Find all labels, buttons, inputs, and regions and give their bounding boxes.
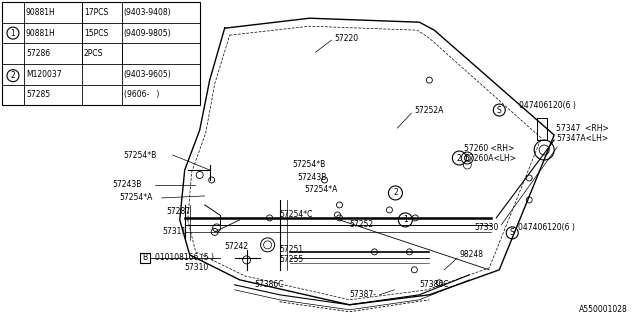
Text: 57310: 57310 [185,263,209,272]
Text: 90881H: 90881H [26,28,56,37]
Text: 57220: 57220 [335,34,358,43]
Text: 57254*C: 57254*C [280,211,313,220]
Text: 57260 <RH>: 57260 <RH> [464,143,515,153]
Text: 2PCS: 2PCS [84,49,103,58]
Text: 57386C: 57386C [255,280,284,289]
Text: 57386C: 57386C [419,280,449,289]
Text: 15PCS: 15PCS [84,28,108,37]
Text: (9403-9408): (9403-9408) [124,8,172,17]
Text: 90881H: 90881H [26,8,56,17]
Text: S: S [497,106,502,115]
Text: 57242: 57242 [225,242,249,252]
Text: 57285: 57285 [26,90,50,99]
Text: 2: 2 [11,71,15,80]
Text: 57252A: 57252A [414,106,444,115]
Text: (9403-9605): (9403-9605) [124,70,172,79]
Text: 57254*A: 57254*A [305,186,338,195]
Text: 98248: 98248 [460,250,483,259]
Text: 57254*B: 57254*B [124,150,157,159]
Text: 047406120(6 ): 047406120(6 ) [518,223,575,232]
Text: 2: 2 [393,188,398,197]
Text: 57255: 57255 [280,255,304,264]
Text: 2: 2 [457,154,461,163]
Text: 57254*A: 57254*A [120,194,153,203]
Text: (9606-   ): (9606- ) [124,90,159,99]
Text: (9409-9805): (9409-9805) [124,28,172,37]
Text: 57243B: 57243B [298,173,327,182]
Text: M120037: M120037 [26,70,61,79]
Text: 1: 1 [403,215,408,224]
Text: B: B [142,253,147,262]
Text: 57311: 57311 [163,228,187,236]
Text: 57243B: 57243B [113,180,142,189]
Text: 57286: 57286 [26,49,50,58]
Text: S: S [510,228,515,237]
Text: 047406120(6 ): 047406120(6 ) [519,100,576,109]
Bar [2,2,200,105]
Text: 57330: 57330 [474,223,499,232]
Text: 57387-: 57387- [349,290,376,299]
Bar [140,253,150,263]
Text: 57252: 57252 [349,220,374,229]
Text: 57251: 57251 [280,245,304,254]
Text: 1: 1 [11,28,15,37]
Text: 57347  <RH>: 57347 <RH> [556,124,609,132]
Text: 57254*B: 57254*B [292,161,326,170]
Text: 57260A<LH>: 57260A<LH> [464,154,516,163]
Text: 57347A<LH>: 57347A<LH> [556,133,608,142]
Text: 010108166 (5 ): 010108166 (5 ) [155,253,214,262]
Text: A550001028: A550001028 [579,305,628,314]
Text: 57287: 57287 [167,207,191,216]
Text: 17PCS: 17PCS [84,8,108,17]
